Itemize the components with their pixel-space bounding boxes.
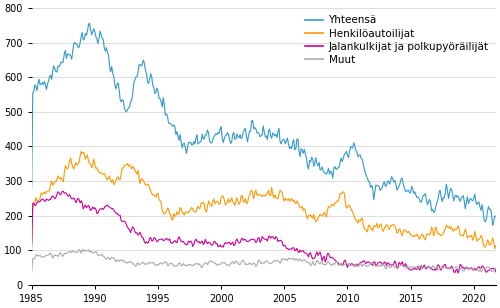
Muut — [446, 265, 452, 269]
Yhteensä — [446, 191, 452, 195]
Henkilöautoilijat — [446, 225, 452, 228]
Henkilöautoilijat — [228, 199, 234, 203]
Jalankulkijat ja polkupyöräilijät — [258, 239, 264, 242]
Jalankulkijat ja polkupyöräilijät — [228, 243, 234, 246]
Henkilöautoilijat — [28, 247, 34, 250]
Muut — [493, 266, 499, 270]
Yhteensä — [490, 224, 496, 227]
Henkilöautoilijat — [492, 247, 498, 250]
Henkilöautoilijat — [493, 244, 499, 247]
Muut — [359, 265, 365, 268]
Muut — [228, 262, 234, 266]
Yhteensä — [86, 21, 92, 25]
Yhteensä — [359, 157, 365, 161]
Jalankulkijat ja polkupyöräilijät — [59, 189, 65, 193]
Line: Henkilöautoilijat: Henkilöautoilijat — [32, 151, 496, 249]
Jalankulkijat ja polkupyöräilijät — [273, 235, 279, 238]
Jalankulkijat ja polkupyöräilijät — [28, 243, 34, 247]
Yhteensä — [228, 142, 234, 145]
Muut — [273, 259, 279, 263]
Henkilöautoilijat — [359, 216, 365, 220]
Henkilöautoilijat — [270, 192, 276, 196]
Line: Yhteensä: Yhteensä — [32, 23, 496, 225]
Line: Jalankulkijat ja polkupyöräilijät: Jalankulkijat ja polkupyöräilijät — [32, 191, 496, 273]
Henkilöautoilijat — [273, 196, 279, 199]
Muut — [258, 262, 264, 265]
Muut — [28, 270, 34, 274]
Jalankulkijat ja polkupyöräilijät — [493, 270, 499, 274]
Henkilöautoilijat — [258, 194, 264, 198]
Line: Muut: Muut — [32, 249, 496, 272]
Yhteensä — [493, 214, 499, 218]
Jalankulkijat ja polkupyöräilijät — [359, 260, 365, 264]
Yhteensä — [258, 134, 264, 138]
Legend: Yhteensä, Henkilöautoilijat, Jalankulkijat ja polkupyöräilijät, Muut: Yhteensä, Henkilöautoilijat, Jalankulkij… — [302, 13, 490, 67]
Jalankulkijat ja polkupyöräilijät — [455, 271, 461, 275]
Yhteensä — [28, 186, 34, 190]
Muut — [80, 247, 86, 251]
Yhteensä — [270, 131, 276, 135]
Muut — [270, 260, 276, 264]
Yhteensä — [273, 132, 279, 136]
Henkilöautoilijat — [78, 149, 84, 153]
Jalankulkijat ja polkupyöräilijät — [270, 235, 276, 238]
Jalankulkijat ja polkupyöräilijät — [446, 266, 452, 270]
